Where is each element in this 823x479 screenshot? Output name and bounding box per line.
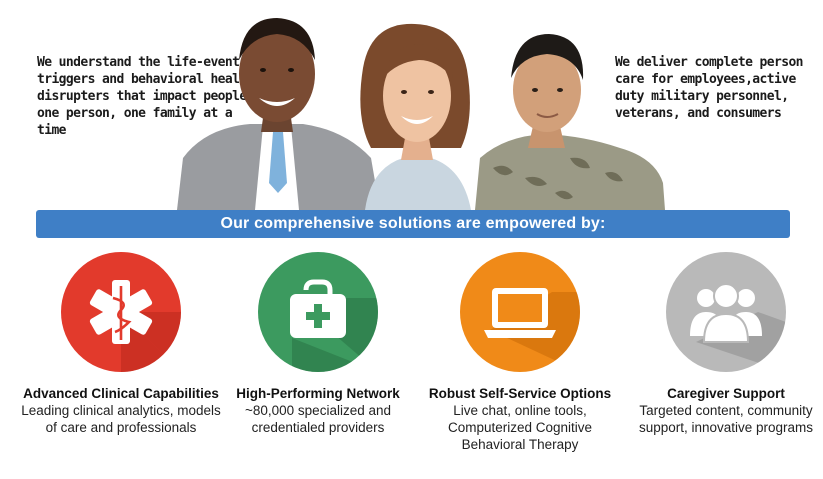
solutions-banner: Our comprehensive solutions are empowere… xyxy=(36,210,790,238)
feature-title: Caregiver Support xyxy=(667,386,785,401)
people-group-icon xyxy=(666,252,786,372)
first-aid-kit-icon xyxy=(258,252,378,372)
people-photo xyxy=(177,18,665,210)
feature-self-service: Robust Self-Service Options Live chat, o… xyxy=(420,252,620,453)
feature-network: High-Performing Network ~80,000 speciali… xyxy=(218,252,418,436)
feature-title: Robust Self-Service Options xyxy=(428,386,612,401)
feature-caregiver: Caregiver Support Targeted content, comm… xyxy=(626,252,823,436)
hero-section: We understand the life-event triggers an… xyxy=(0,0,823,210)
laptop-icon xyxy=(460,252,580,372)
hero-left-text: We understand the life-event triggers an… xyxy=(37,55,254,138)
woman-figure xyxy=(360,23,471,210)
medical-star-icon xyxy=(61,252,181,372)
feature-description: Leading clinical analytics, models of ca… xyxy=(21,403,221,435)
feature-description: ~80,000 specialized and credentialed pro… xyxy=(245,403,391,435)
soldier-figure xyxy=(475,34,665,210)
feature-title: High-Performing Network xyxy=(236,386,400,401)
feature-title: Advanced Clinical Capabilities xyxy=(23,386,219,401)
man-figure xyxy=(177,18,380,210)
feature-description: Targeted content, community support, inn… xyxy=(638,403,814,435)
feature-description: Live chat, online tools, Computerized Co… xyxy=(447,403,593,452)
hero-right-text: We deliver complete person care for empl… xyxy=(615,55,804,121)
feature-clinical: Advanced Clinical Capabilities Leading c… xyxy=(21,252,221,436)
